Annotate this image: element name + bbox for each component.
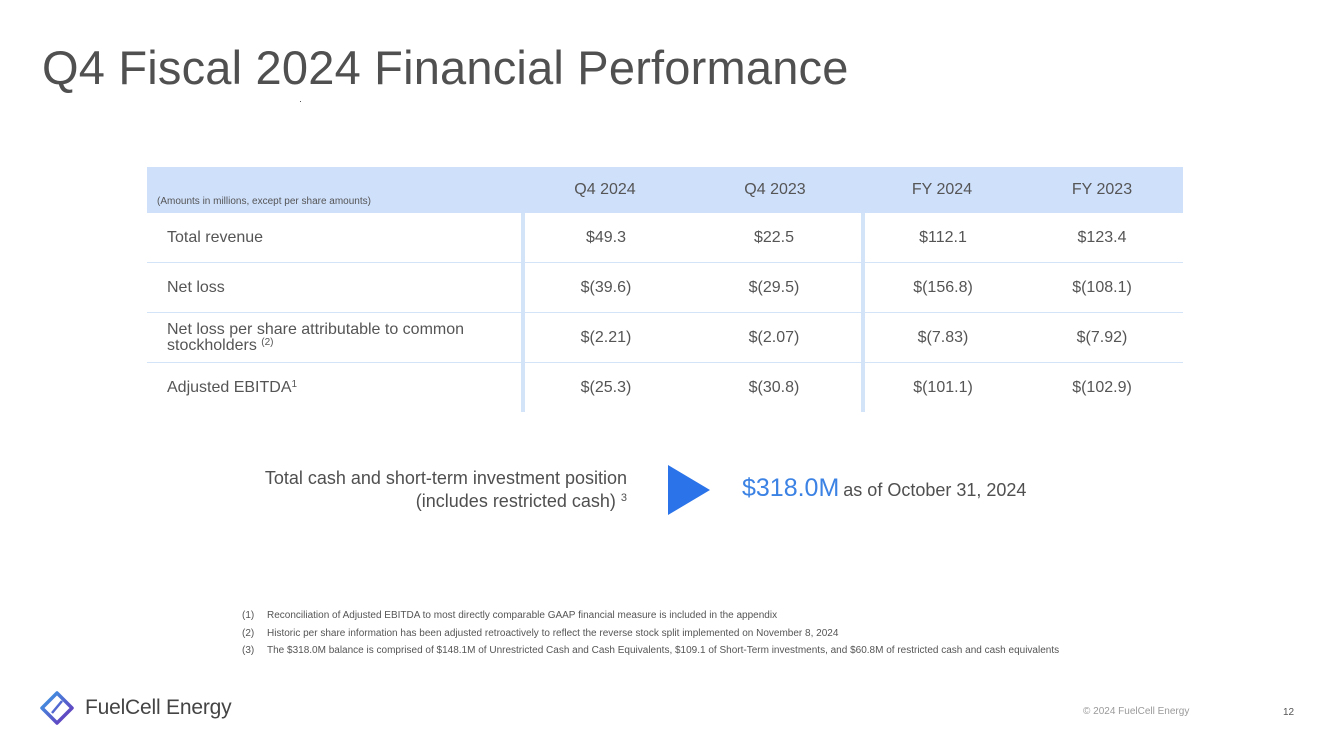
copyright: © 2024 FuelCell Energy [1083, 706, 1190, 717]
cash-label-line2: (includes restricted cash) [415, 491, 616, 511]
table-header-row: (Amounts in millions, except per share a… [147, 167, 1183, 213]
row-label: Adjusted EBITDA1 [147, 362, 525, 412]
row-label-text: Net loss per share attributable to commo… [167, 320, 465, 354]
cash-as-of: as of October 31, 2024 [843, 480, 1027, 500]
table-row: Net loss per share attributable to commo… [147, 312, 1183, 363]
footnote-ref: (2) [261, 336, 274, 348]
row-label: Total revenue [147, 213, 525, 263]
table-cell: $(102.9) [1072, 378, 1132, 396]
footnote-text: Historic per share information has been … [267, 627, 839, 639]
footnote-item: (3) The $318.0M balance is comprised of $… [242, 645, 1059, 663]
footnote-number: (1) [242, 610, 255, 621]
company-logo: FuelCell Energy [40, 691, 232, 725]
table-cell: $112.1 [863, 213, 1021, 263]
decorative-dot [300, 101, 301, 102]
table-cell: $(39.6) [523, 262, 687, 313]
cash-label-line2-wrap: (includes restricted cash) 3 [265, 490, 627, 513]
row-label: Net loss per share attributable to commo… [147, 312, 525, 363]
footnote-text: Reconciliation of Adjusted EBITDA to mos… [267, 610, 778, 621]
row-label-text: Adjusted EBITDA [167, 378, 292, 396]
play-arrow-icon [668, 465, 710, 515]
table-cell: $(156.8) [863, 262, 1021, 313]
row-label-text: Total revenue [167, 228, 264, 246]
units-note: (Amounts in millions, except per share a… [147, 167, 523, 213]
table-cell: $(101.1) [913, 378, 973, 396]
table-cell: $(25.3) [580, 378, 632, 396]
footnotes: (1) Reconciliation of Adjusted EBITDA to … [242, 610, 1059, 663]
column-header: FY 2023 [1021, 167, 1183, 213]
footnote-text: The $318.0M balance is comprised of $148… [267, 645, 1060, 656]
page-number: 12 [1283, 707, 1295, 718]
table-row: Total revenue $49.3 $22.5 $112.1 $123.4 [147, 213, 1183, 263]
cash-label-line1: Total cash and short-term investment pos… [264, 468, 627, 488]
page-title: Q4 Fiscal 2024 Financial Performance [42, 41, 849, 94]
footnote-item: (1) Reconciliation of Adjusted EBITDA to … [242, 610, 1059, 628]
footnote-ref: 1 [291, 378, 298, 390]
column-header: Q4 2024 [523, 167, 687, 213]
fuelcell-logo-icon [40, 691, 74, 725]
table-cell: $(29.5) [687, 262, 865, 313]
footnote-number: (2) [242, 627, 255, 639]
footnote-item: (2) Historic per share information has be… [242, 628, 1059, 646]
footnote-ref: 3 [620, 492, 627, 504]
cash-position-label: Total cash and short-term investment pos… [265, 467, 627, 513]
table-cell: $(2.07) [687, 312, 865, 363]
row-label-text: Net loss [167, 278, 225, 296]
table-cell: $(7.92) [1021, 312, 1183, 363]
table-cell: $(108.1) [1021, 262, 1183, 313]
table-cell: $123.4 [1021, 213, 1183, 263]
column-header: Q4 2023 [687, 167, 863, 213]
table-cell: $(2.21) [523, 312, 687, 363]
table-cell: $49.3 [523, 213, 687, 263]
footnote-number: (3) [242, 645, 255, 656]
table-row: Adjusted EBITDA1 $(25.3) $(30.8) $(101.1… [147, 362, 1183, 412]
cash-amount: $318.0M [742, 474, 840, 502]
financial-table: (Amounts in millions, except per share a… [147, 167, 1183, 412]
column-header: FY 2024 [863, 167, 1021, 213]
table-cell: $(30.8) [687, 362, 865, 412]
table-row: Net loss $(39.6) $(29.5) $(156.8) $(108.… [147, 262, 1183, 313]
table-cell: $22.5 [687, 213, 865, 263]
cash-position-value: $318.0M as of October 31, 2024 [742, 474, 1026, 503]
table-cell: $(7.83) [863, 312, 1021, 363]
logo-text: FuelCell Energy [85, 696, 232, 719]
row-label: Net loss [147, 262, 525, 313]
